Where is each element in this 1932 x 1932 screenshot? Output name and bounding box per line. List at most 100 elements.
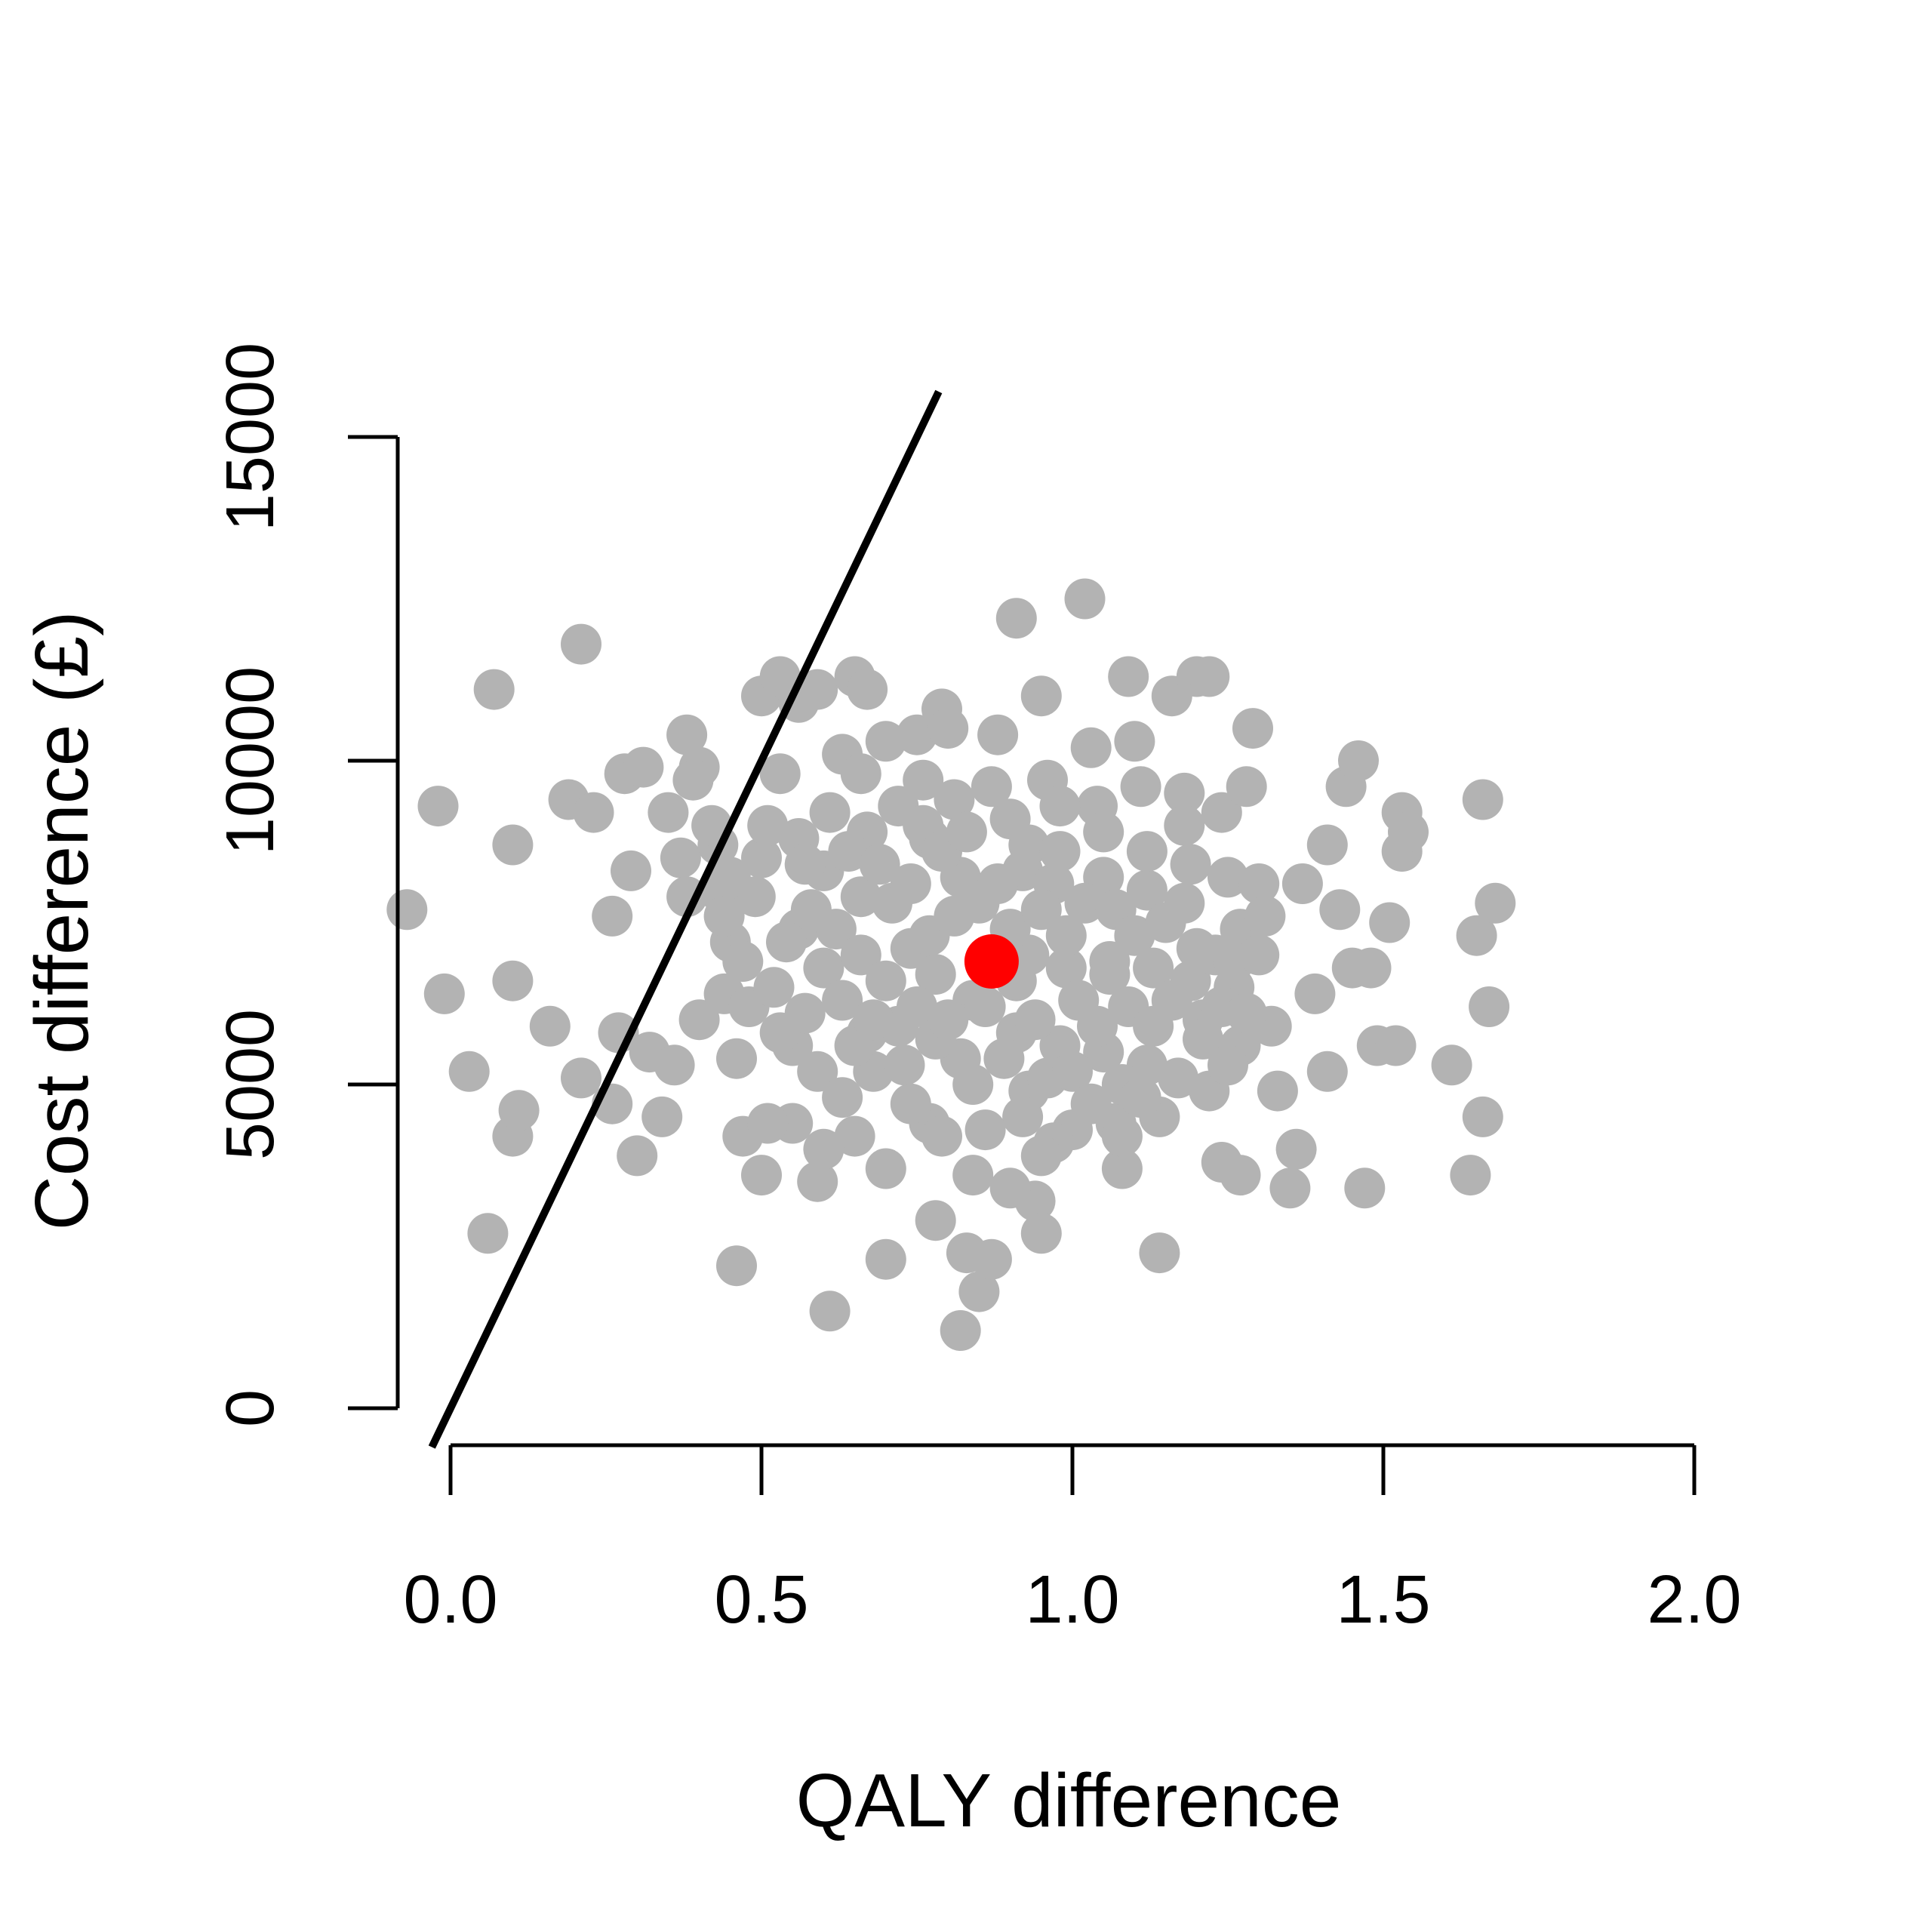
scatter-point [1126,869,1168,911]
scatter-point [1045,915,1087,956]
scatter-point [1238,863,1280,904]
scatter-point [1456,915,1497,956]
scatter-point [1014,999,1056,1041]
scatter-point [666,714,708,755]
scatter-point [1083,811,1124,853]
scatter-point [417,786,459,827]
scatter-point [809,1291,851,1332]
scatter-point [1114,721,1155,762]
scatter-point [1475,882,1516,924]
scatter-point [865,960,906,1001]
scatter-point [1388,811,1429,853]
scatter-point [1039,786,1081,827]
scatter-point [1319,889,1361,931]
scatter-point [492,824,534,866]
scatter-point [1257,1070,1298,1112]
scatter-point [648,792,689,833]
scatter-point [1070,727,1112,768]
scatter-point [423,973,465,1014]
scatter-point [1338,740,1379,781]
scatter-point [784,992,826,1034]
scatter-point [1164,804,1205,846]
scatter-point [828,831,869,872]
y-axis-label: Cost difference (£) [20,611,104,1231]
scatter-point [1450,1155,1491,1196]
scatter-point [890,863,931,904]
scatter-point [1064,578,1106,620]
scatter-point [1133,947,1174,989]
scatter-point [1269,1168,1311,1209]
y-axis: 0 5000 10000 15000 [213,343,400,1427]
scatter-point [654,1044,695,1086]
scatter-point [561,623,601,665]
scatter-point [1139,1232,1180,1274]
scatter-point [971,766,1012,808]
mean-point [964,934,1019,989]
scatter-point [803,1128,844,1170]
x-tick-label: 1.5 [1336,1562,1430,1638]
scatter-point [747,804,789,846]
y-tick-label: 15000 [213,343,288,531]
data-points [386,578,1516,1351]
scatter-point [1020,889,1062,931]
x-tick-label: 0.0 [403,1562,497,1638]
scatter-point [934,779,975,820]
scatter-point [467,1213,509,1254]
scatter-point [915,1200,956,1241]
scatter-point [940,1310,981,1351]
scatter-point [971,1238,1012,1280]
scatter-point [1201,792,1242,833]
scatter-point [946,811,987,853]
scatter-point [797,669,838,710]
scatter-point [921,1115,962,1157]
scatter-point [847,669,888,710]
scatter-point [815,909,857,950]
scatter-point [1089,954,1131,995]
scatter-point [678,999,720,1041]
scatter-point [716,1245,757,1287]
scatter-point [1369,902,1411,943]
scatter-point [964,986,1006,1027]
scatter-point [903,759,944,801]
scatter-point [977,863,1019,904]
scatter-point [952,1155,994,1196]
scatter-point [952,1064,994,1105]
scatter-point [1039,831,1081,872]
scatter-point [1126,831,1168,872]
scatter-point [797,1161,838,1202]
scatter-point [1164,882,1205,924]
scatter-point [840,934,881,976]
scatter-point [1189,656,1230,697]
scatter-point [473,669,515,710]
threshold-line-layer [428,389,943,1449]
scatter-point [1164,772,1205,814]
scatter-point [1375,1025,1417,1066]
scatter-point [1070,1083,1112,1124]
scatter-point [703,895,745,937]
x-tick-label: 1.0 [1025,1562,1119,1638]
scatter-point [1120,766,1161,808]
scatter-point [617,1135,658,1177]
scatter-point [1114,915,1155,956]
scatter-point [859,844,900,885]
scatter-point [897,986,937,1027]
scatter-point [1101,1115,1143,1157]
scatter-point [995,598,1037,639]
scatter-point [1052,1051,1093,1092]
scatter-point [386,889,428,931]
scatter-point [809,792,851,833]
scatter-point [822,980,863,1021]
scatter-point [1344,1168,1386,1209]
scatter-point [1244,895,1286,937]
scatter-point [611,850,651,891]
x-tick-label: 2.0 [1647,1562,1741,1638]
scatter-point [529,1005,571,1047]
scatter-point [928,999,969,1041]
scatter-point [958,1271,1000,1312]
scatter-point [1208,1044,1248,1086]
scatter-point [1226,766,1267,808]
scatter-point [865,721,906,762]
scatter-point [561,1057,601,1099]
x-axis-label: QALY difference [796,1758,1342,1843]
scatter-point [1020,1213,1062,1254]
